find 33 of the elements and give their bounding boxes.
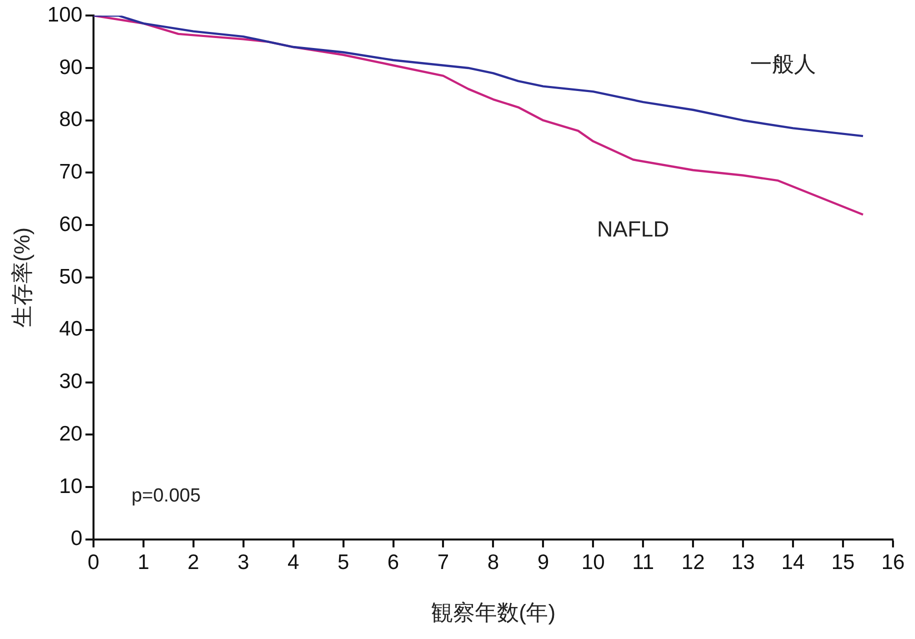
x-tick-label: 15 (831, 550, 855, 574)
x-tick-label: 1 (138, 550, 150, 574)
x-tick-label: 0 (88, 550, 100, 574)
text: 一般人 (750, 51, 816, 76)
x-tick-label: 12 (681, 550, 705, 574)
y-tick-label: 0 (70, 527, 82, 550)
y-tick-label: 30 (59, 370, 82, 394)
y-tick-label: 60 (59, 212, 82, 236)
annotation: p=0.005 (131, 485, 201, 506)
x-tick-label: 4 (287, 550, 300, 574)
text: NAFLD (597, 216, 670, 242)
x-tick-label: 9 (537, 550, 550, 574)
x-tick-label: 8 (487, 550, 500, 574)
x-tick-label: 13 (731, 550, 755, 574)
y-tick-label: 10 (59, 474, 82, 498)
y-tick-label: 90 (59, 56, 82, 79)
x-tick-label: 16 (881, 550, 905, 574)
y-tick-label: 100 (47, 3, 82, 26)
x-tick-label: 3 (238, 550, 250, 574)
x-tick-label: 2 (188, 550, 200, 574)
x-tick-label: 14 (781, 550, 806, 574)
y-tick-label: 80 (59, 108, 82, 132)
y-tick-label: 70 (59, 160, 82, 184)
x-tick-label: 7 (437, 550, 450, 574)
x-tick-label: 10 (581, 550, 605, 574)
x-tick-label: 5 (337, 550, 350, 574)
x-axis-title: 観察年数(年) (430, 600, 556, 625)
x-tick-label: 11 (632, 550, 654, 574)
y-tick-label: 20 (59, 422, 82, 446)
y-tick-label: 40 (59, 318, 82, 341)
y-tick-label: 50 (59, 265, 82, 288)
x-tick-label: 6 (387, 550, 400, 574)
y-axis-title: 生存率(%) (9, 227, 34, 328)
